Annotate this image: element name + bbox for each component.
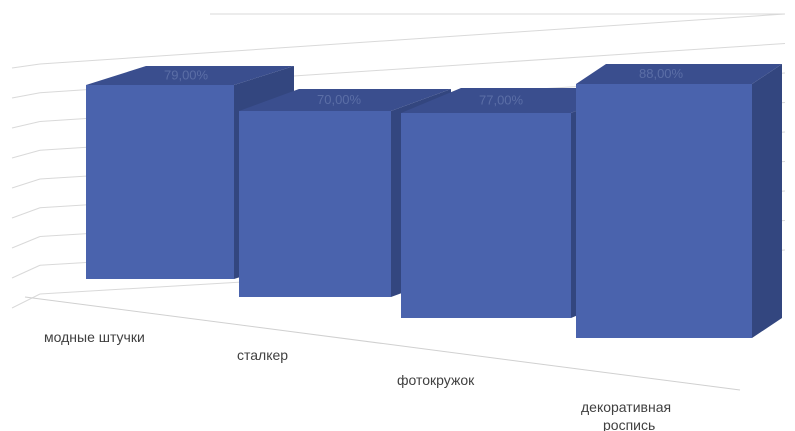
gridline-left-0 bbox=[11, 293, 41, 309]
gridline-left-4 bbox=[11, 178, 41, 189]
category-label-1: сталкер bbox=[237, 347, 288, 363]
gridline-left-1 bbox=[11, 264, 41, 279]
bar-top-1 bbox=[239, 89, 451, 111]
category-label-0: модные штучки bbox=[44, 329, 145, 345]
value-label-0: 79,00% bbox=[164, 68, 209, 83]
category-label-3: декоративная bbox=[581, 399, 671, 415]
gridline-left-2 bbox=[11, 236, 41, 249]
bar-2 bbox=[401, 113, 571, 318]
value-label-1: 70,00% bbox=[317, 92, 362, 107]
bar-1 bbox=[239, 111, 391, 297]
gridline-left-6 bbox=[11, 121, 41, 129]
gridline-left-3 bbox=[11, 207, 41, 219]
gridline-back-8 bbox=[39, 13, 786, 65]
chart-category-labels: модные штучки сталкер фотокружок декоративн… bbox=[44, 329, 671, 431]
bar-top-0 bbox=[86, 66, 294, 85]
category-label-2: фотокружок bbox=[397, 372, 475, 388]
bar-side-3 bbox=[752, 64, 782, 338]
bar-top-3 bbox=[576, 64, 782, 84]
gridline-left-5 bbox=[11, 149, 41, 159]
value-label-2: 77,00% bbox=[479, 93, 524, 108]
floor-line bbox=[24, 296, 741, 391]
chart-bars bbox=[86, 64, 782, 338]
value-label-3: 88,00% bbox=[639, 66, 684, 81]
gridline-left-7 bbox=[11, 92, 41, 99]
category-label-3-line-1: роспись bbox=[603, 417, 655, 431]
bar-3 bbox=[576, 84, 752, 338]
gridline-left-8 bbox=[11, 63, 41, 69]
bar-top-2 bbox=[401, 88, 631, 113]
bar-0 bbox=[86, 85, 234, 279]
chart-value-labels: 79,00% 70,00% 77,00% 88,00% bbox=[164, 66, 684, 108]
